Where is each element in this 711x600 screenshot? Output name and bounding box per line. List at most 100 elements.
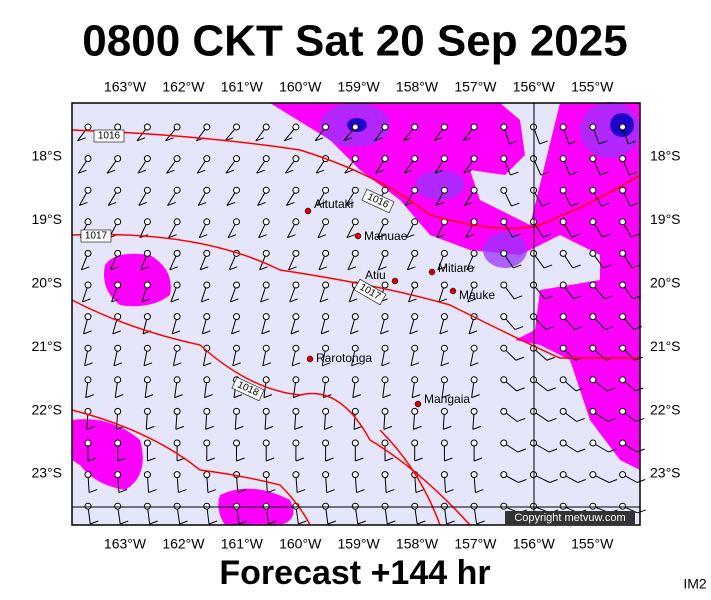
place-dot	[306, 355, 314, 363]
barb-station	[470, 218, 478, 226]
barb-flag	[374, 137, 383, 142]
barb-station	[381, 471, 389, 479]
barb-flag	[317, 234, 327, 239]
barb-station	[203, 249, 211, 257]
barb-station	[173, 407, 181, 415]
barb-flag	[606, 387, 616, 392]
barb-station	[114, 249, 122, 257]
barb-flag	[571, 233, 580, 238]
barb-station	[173, 249, 181, 257]
barb-station	[114, 218, 122, 226]
barb-station	[292, 123, 300, 131]
latitude-label-left: 18°S	[31, 148, 62, 164]
barb-station	[143, 281, 151, 289]
barb-flag	[166, 169, 175, 174]
barb-station	[84, 502, 92, 510]
barb-station	[143, 344, 151, 352]
barb-flag	[266, 457, 275, 462]
barb-station	[322, 186, 330, 194]
barb-station	[84, 376, 92, 384]
barb-station	[203, 218, 211, 226]
barb-flag	[468, 330, 478, 335]
barb-station	[411, 218, 419, 226]
barb-station	[470, 376, 478, 384]
barb-flag	[77, 137, 86, 142]
place-label: Aitutaki	[314, 197, 353, 211]
barb-flag	[631, 233, 640, 238]
barb-station	[322, 407, 330, 415]
barb-flag	[547, 387, 556, 392]
isobar-label-box	[93, 129, 125, 143]
barb-station	[470, 344, 478, 352]
barb-flag	[226, 201, 236, 206]
barb-station	[559, 218, 567, 226]
barb-station	[619, 218, 627, 226]
barb-station	[262, 313, 270, 321]
place-dot	[449, 287, 457, 295]
barb-station	[589, 281, 597, 289]
barb-flag	[259, 266, 268, 271]
place-label: Manuae	[364, 229, 408, 243]
barb-flag	[147, 457, 156, 462]
barb-station	[143, 439, 151, 447]
barb-station	[203, 186, 211, 194]
barb-flag	[206, 457, 215, 462]
longitude-label-bottom: 158°W	[396, 536, 439, 552]
barb-flag	[402, 137, 412, 142]
barb-station	[262, 281, 270, 289]
place-label: Rarotonga	[316, 351, 372, 365]
barb-station	[619, 407, 627, 415]
longitude-label-top: 158°W	[396, 79, 439, 95]
barb-station	[233, 186, 240, 194]
barb-flag	[165, 137, 174, 142]
barb-station	[500, 376, 508, 384]
barb-flag	[200, 266, 209, 271]
barb-station	[619, 502, 627, 510]
barb-station	[262, 502, 270, 510]
barb-station	[114, 123, 122, 131]
latitude-label-left: 20°S	[31, 275, 62, 291]
longitude-label-top: 162°W	[162, 79, 205, 95]
barb-flag	[569, 171, 578, 176]
latitude-label-left: 23°S	[31, 465, 62, 481]
barb-station	[173, 123, 181, 131]
barb-station	[114, 376, 122, 384]
barb-station	[322, 218, 330, 226]
barb-flag	[631, 264, 641, 269]
barb-flag	[576, 417, 585, 422]
barb-station	[619, 281, 627, 289]
longitude-label-bottom: 163°W	[104, 536, 147, 552]
barb-station	[559, 376, 567, 384]
barb-station	[381, 502, 389, 510]
barb-flag	[518, 479, 527, 483]
barb-station	[381, 344, 389, 352]
barb-flag	[79, 201, 88, 206]
barb-flag	[327, 520, 337, 525]
barb-station	[262, 407, 270, 415]
barb-station	[411, 313, 419, 321]
barb-station	[114, 439, 122, 447]
barb-station	[619, 313, 627, 321]
barb-flag	[446, 520, 455, 525]
barb-station	[500, 123, 508, 131]
barb-station	[292, 218, 300, 226]
barb-station	[322, 344, 330, 352]
barb-station	[351, 155, 359, 163]
barb-station	[559, 186, 567, 194]
longitude-label-bottom: 160°W	[279, 536, 322, 552]
barb-flag	[549, 479, 558, 483]
barb-station	[233, 123, 240, 131]
longitude-label-bottom: 159°W	[338, 536, 381, 552]
barb-station	[84, 155, 92, 163]
barb-flag	[470, 362, 479, 367]
barb-station	[411, 186, 419, 194]
barb-flag	[294, 425, 303, 430]
barb-flag	[406, 234, 415, 239]
barb-station	[292, 186, 300, 194]
barb-flag	[346, 234, 356, 239]
isobars	[71, 129, 641, 526]
longitude-label-bottom: 155°W	[571, 536, 614, 552]
barb-station	[203, 281, 211, 289]
barb-flag	[352, 394, 361, 399]
barb-station	[500, 502, 508, 510]
